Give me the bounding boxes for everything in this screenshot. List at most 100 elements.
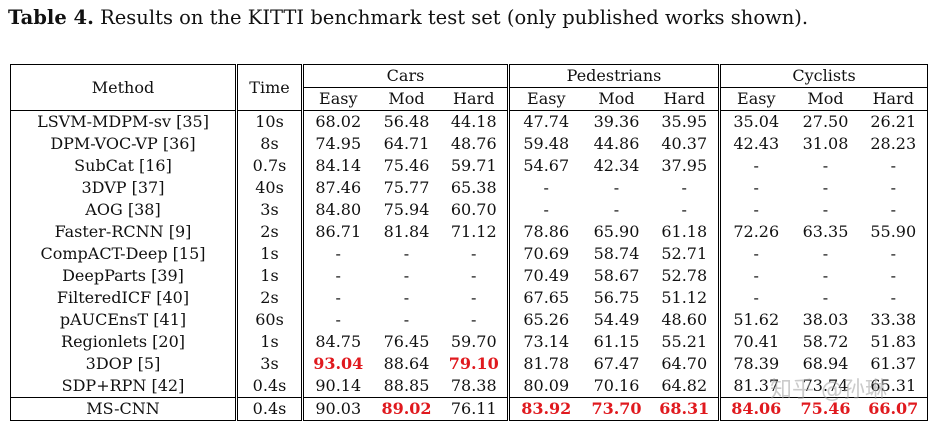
table-row: CompACT-Deep [15] 1s - - -70.69 58.74 52.71- - - <box>10 243 929 265</box>
caption-label: Table 4. <box>8 6 94 29</box>
table-row: DPM-VOC-VP [36] 8s 74.95 64.71 48.76 59.48 44.… <box>10 133 929 155</box>
score-cell: 33.38 <box>859 309 929 331</box>
time-header: Time <box>235 64 303 111</box>
score-cell: 78.39 <box>718 353 792 375</box>
table-row: FilteredICF [40] 2s - - -67.65 56.75 51.12- - - <box>10 287 929 309</box>
score-cell: 64.82 <box>661 376 708 395</box>
score-cell: - <box>859 243 929 265</box>
score-cell: 67.65 <box>507 287 583 309</box>
score-cell: 48.76 <box>450 134 497 153</box>
table-row: AOG [38] 3s 84.80 75.94 60.70- - - - - - <box>10 199 929 221</box>
score-cell: 65.90 <box>593 222 640 241</box>
score-cell: 75.46 <box>791 397 860 421</box>
diff-header: Hard <box>440 87 509 111</box>
method-cell: 3DVP [37] <box>10 177 237 199</box>
method-cell: AOG [38] <box>10 199 237 221</box>
score-cell: 26.21 <box>859 110 929 133</box>
method-cell: DPM-VOC-VP [36] <box>10 133 237 155</box>
score-cell: 88.64 <box>383 354 430 373</box>
score-cell: 59.48 <box>507 133 583 155</box>
score-cell: - <box>822 266 829 285</box>
score-cell: 68.31 <box>650 397 720 421</box>
score-cell: 75.46 <box>383 156 430 175</box>
score-cell: - <box>822 156 829 175</box>
score-cell: 80.09 <box>507 375 583 398</box>
score-cell: - <box>613 200 620 219</box>
score-cell: 39.36 <box>593 112 640 131</box>
time-cell: 2s <box>235 221 303 243</box>
score-cell: 59.70 <box>450 332 497 351</box>
table-row: SubCat [16] 0.7s 84.14 75.46 59.71 54.67 42.34… <box>10 155 929 177</box>
score-cell: 72.26 <box>718 221 792 243</box>
diff-header: Mod <box>582 87 651 111</box>
table-row: 3DVP [37] 40s 87.46 75.77 65.38- - - - - - <box>10 177 929 199</box>
score-cell: 70.16 <box>593 376 640 395</box>
score-cell: 35.04 <box>718 110 792 133</box>
group-header-cyclists: Cyclists <box>717 64 929 88</box>
score-cell: - <box>718 177 792 199</box>
score-cell: 28.23 <box>859 133 929 155</box>
score-cell: 54.67 <box>507 155 583 177</box>
score-cell: - <box>471 266 477 285</box>
header-row-groups: Method Time Cars Pedestrians Cyclists <box>10 64 929 111</box>
score-cell: 84.80 <box>301 199 373 221</box>
score-cell: 81.78 <box>507 353 583 375</box>
score-cell: 58.74 <box>593 244 640 263</box>
score-cell: 42.34 <box>593 156 640 175</box>
score-cell: 73.70 <box>582 397 651 421</box>
score-cell: - <box>301 309 373 331</box>
score-cell: 51.12 <box>661 288 708 307</box>
score-cell: - <box>471 244 477 263</box>
score-cell: - <box>301 287 373 309</box>
score-cell: - <box>681 200 687 219</box>
score-cell: 78.86 <box>507 221 583 243</box>
score-cell: 84.14 <box>301 155 373 177</box>
score-cell: - <box>859 177 929 199</box>
time-cell: 60s <box>235 309 303 331</box>
score-cell: 84.06 <box>718 397 792 421</box>
score-cell: 76.11 <box>440 397 509 421</box>
score-cell: 47.74 <box>507 110 583 133</box>
method-cell: CompACT-Deep [15] <box>10 243 237 265</box>
score-cell: - <box>822 244 829 263</box>
score-cell: - <box>403 288 410 307</box>
score-cell: 59.71 <box>450 156 497 175</box>
score-cell: 75.94 <box>383 200 430 219</box>
diff-header: Hard <box>859 87 929 111</box>
table-row: Faster-RCNN [9] 2s 86.71 81.84 71.12 78.86 65.… <box>10 221 929 243</box>
score-cell: - <box>822 200 829 219</box>
score-cell: 78.38 <box>450 376 497 395</box>
time-cell: 0.7s <box>235 155 303 177</box>
score-cell: 42.43 <box>718 133 792 155</box>
score-cell: 81.84 <box>383 222 430 241</box>
score-cell: - <box>403 310 410 329</box>
method-cell: MS-CNN <box>10 397 237 421</box>
results-table: Method Time Cars Pedestrians Cyclists Ea… <box>10 64 929 421</box>
time-cell: 8s <box>235 133 303 155</box>
score-cell: - <box>507 199 583 221</box>
time-cell: 1s <box>235 265 303 287</box>
diff-header: Mod <box>791 87 860 111</box>
score-cell: 40.37 <box>661 134 708 153</box>
method-cell: DeepParts [39] <box>10 265 237 287</box>
score-cell: - <box>507 177 583 199</box>
score-cell: 64.70 <box>661 354 708 373</box>
score-cell: 63.35 <box>802 222 849 241</box>
score-cell: - <box>471 288 477 307</box>
diff-header: Mod <box>372 87 441 111</box>
score-cell: 38.03 <box>802 310 849 329</box>
score-cell: - <box>471 310 477 329</box>
score-cell: - <box>718 155 792 177</box>
score-cell: 76.45 <box>383 332 430 351</box>
time-cell: 3s <box>235 353 303 375</box>
score-cell: 44.86 <box>593 134 640 153</box>
results-body: LSVM-MDPM-sv [35] 10s 68.02 56.48 44.18 47.74… <box>10 110 929 421</box>
score-cell: 61.18 <box>661 222 708 241</box>
method-cell: 3DOP [5] <box>10 353 237 375</box>
score-cell: - <box>681 178 687 197</box>
score-cell: 89.02 <box>372 397 441 421</box>
score-cell: 83.92 <box>507 397 583 421</box>
score-cell: 93.04 <box>301 353 373 375</box>
score-cell: 73.74 <box>802 376 849 395</box>
time-cell: 1s <box>235 331 303 353</box>
